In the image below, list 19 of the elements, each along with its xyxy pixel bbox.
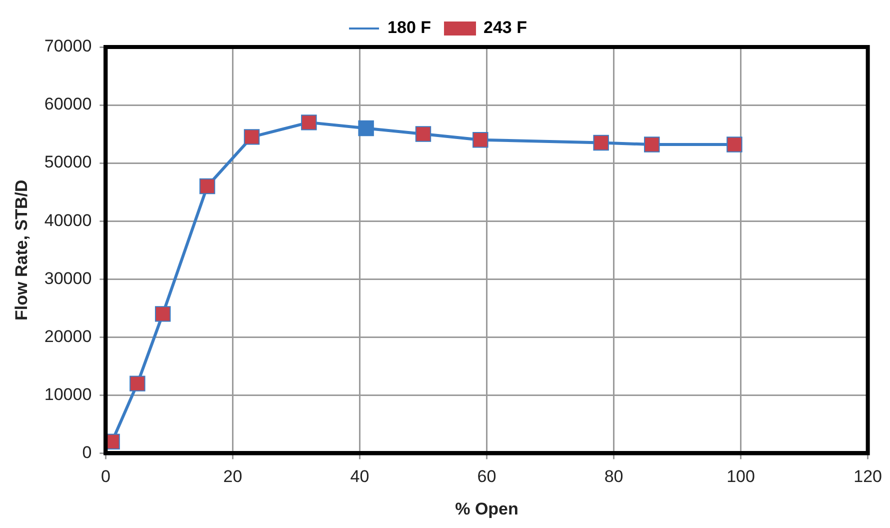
x-axis-title: % Open	[455, 499, 518, 518]
y-tick-label: 60000	[44, 94, 92, 114]
y-tick-label: 70000	[44, 36, 92, 56]
legend-label: 180 F	[388, 18, 432, 38]
x-tick-label: 100	[726, 467, 755, 486]
y-tick-label: 20000	[44, 326, 92, 346]
x-tick-label: 120	[854, 467, 882, 486]
x-tick-label: 80	[604, 467, 624, 486]
x-tick-label: 20	[223, 467, 242, 486]
legend-label: 243 F	[484, 18, 527, 38]
y-tick-label: 40000	[44, 210, 92, 230]
y-tick-label: 50000	[44, 152, 92, 172]
y-tick-label: 0	[82, 442, 92, 462]
y-axis-title: Flow Rate, STB/D	[12, 180, 31, 320]
x-tick-label: 0	[100, 467, 110, 486]
y-tick-label: 30000	[44, 268, 92, 288]
y-tick-label: 10000	[44, 384, 92, 404]
x-tick-label: 60	[477, 467, 496, 486]
x-tick-label: 40	[350, 467, 370, 486]
